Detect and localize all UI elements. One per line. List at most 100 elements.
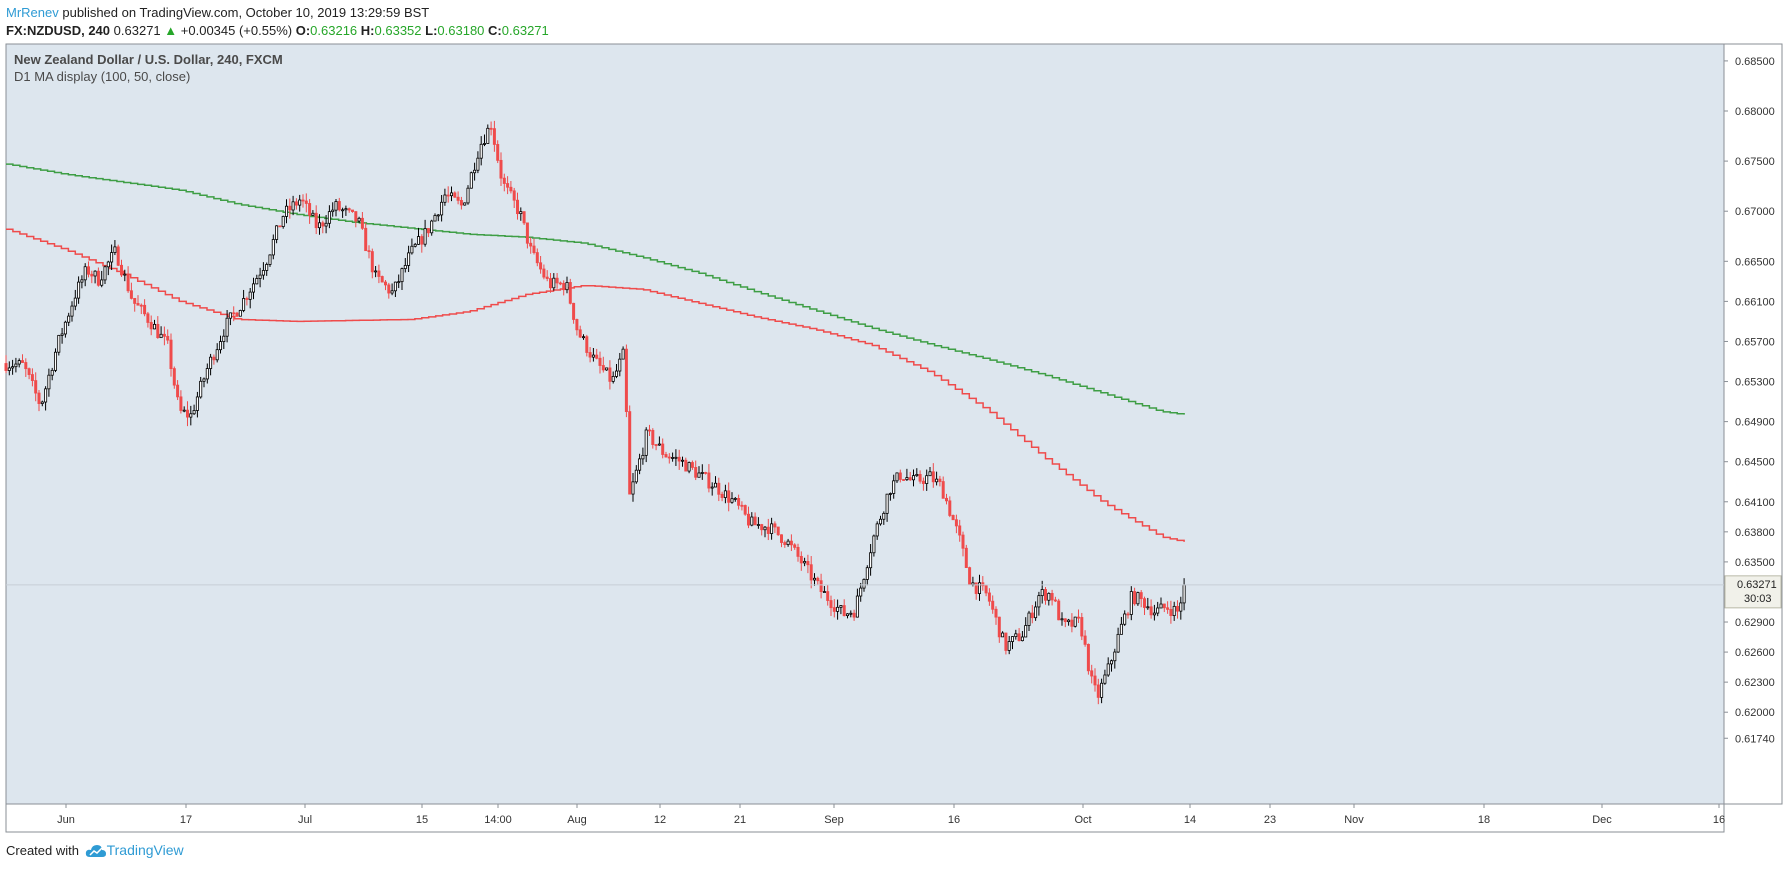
candle-276 bbox=[915, 468, 919, 477]
candle-147 bbox=[489, 121, 493, 136]
candle-70 bbox=[235, 311, 239, 317]
candle-54 bbox=[182, 406, 186, 413]
candle-304 bbox=[1007, 635, 1011, 655]
candle-216 bbox=[717, 477, 721, 502]
candle-143 bbox=[476, 151, 480, 174]
candle-7 bbox=[27, 367, 31, 380]
author-link[interactable]: MrRenev bbox=[6, 5, 59, 20]
candle-15 bbox=[54, 348, 58, 373]
candle-214 bbox=[710, 482, 714, 496]
candle-130 bbox=[433, 213, 437, 222]
candle-331 bbox=[1096, 678, 1100, 705]
candle-301 bbox=[997, 616, 1001, 643]
candle-230 bbox=[763, 525, 767, 538]
candle-347 bbox=[1149, 599, 1153, 619]
candle-298 bbox=[987, 588, 991, 606]
candle-239 bbox=[793, 543, 797, 550]
candle-150 bbox=[499, 152, 503, 187]
candle-30 bbox=[103, 265, 107, 285]
candle-185 bbox=[615, 364, 619, 379]
last-price: 0.63271 bbox=[113, 23, 161, 38]
ma-line-1 bbox=[6, 163, 1185, 415]
candle-81 bbox=[271, 234, 275, 260]
y-tick-label-8: 0.64900 bbox=[1735, 417, 1775, 429]
candle-68 bbox=[228, 312, 232, 326]
candle-50 bbox=[169, 333, 173, 377]
candle-129 bbox=[430, 219, 434, 236]
candle-142 bbox=[473, 162, 477, 181]
y-tick-label-10: 0.64100 bbox=[1735, 497, 1775, 509]
y-tick-label-7: 0.65300 bbox=[1735, 377, 1775, 389]
candle-289 bbox=[958, 519, 962, 542]
candle-233 bbox=[773, 521, 777, 534]
candle-176 bbox=[585, 334, 589, 357]
candle-287 bbox=[951, 514, 955, 521]
candle-191 bbox=[634, 465, 638, 484]
price-axis[interactable] bbox=[1723, 43, 1783, 805]
candle-38 bbox=[129, 282, 133, 300]
candle-207 bbox=[687, 461, 691, 474]
candle-163 bbox=[542, 264, 546, 280]
candle-291 bbox=[964, 544, 968, 569]
plot-area[interactable] bbox=[5, 43, 1725, 805]
candle-265 bbox=[879, 515, 883, 526]
tradingview-brand-link[interactable]: TradingView bbox=[106, 842, 184, 858]
candle-23 bbox=[80, 275, 84, 289]
candle-126 bbox=[420, 234, 424, 253]
candle-294 bbox=[974, 582, 978, 600]
candle-348 bbox=[1152, 604, 1156, 621]
candle-165 bbox=[549, 272, 553, 293]
candle-228 bbox=[756, 517, 760, 529]
time-axis[interactable] bbox=[5, 803, 1725, 833]
candle-124 bbox=[413, 242, 417, 248]
candle-152 bbox=[506, 176, 510, 195]
y-tick-label-4: 0.66500 bbox=[1735, 256, 1775, 268]
price-change: +0.00345 (+0.55%) bbox=[180, 23, 293, 38]
candle-313 bbox=[1037, 591, 1041, 616]
candle-65 bbox=[218, 335, 222, 354]
candle-118 bbox=[393, 281, 397, 298]
candle-283 bbox=[938, 475, 942, 487]
candle-34 bbox=[116, 244, 120, 266]
candle-153 bbox=[509, 181, 513, 194]
candle-75 bbox=[251, 277, 255, 300]
candle-6 bbox=[24, 358, 28, 377]
candle-251 bbox=[832, 599, 836, 618]
open-value: 0.63216 bbox=[310, 23, 358, 38]
x-tick-label-0: Jun bbox=[57, 814, 75, 826]
candle-342 bbox=[1133, 587, 1137, 606]
candle-271 bbox=[898, 469, 902, 483]
candle-84 bbox=[281, 215, 285, 229]
candle-97 bbox=[324, 215, 328, 234]
candle-179 bbox=[595, 348, 599, 360]
low-value: 0.63180 bbox=[437, 23, 485, 38]
moving-averages bbox=[6, 163, 1185, 542]
candle-16 bbox=[57, 334, 61, 356]
y-tick-label-2: 0.67500 bbox=[1735, 156, 1775, 168]
candle-340 bbox=[1126, 611, 1130, 619]
candle-90 bbox=[301, 194, 305, 208]
y-tick-label-3: 0.67000 bbox=[1735, 206, 1775, 218]
candle-63 bbox=[212, 354, 216, 365]
candle-57 bbox=[192, 404, 196, 415]
candle-329 bbox=[1090, 664, 1094, 684]
y-tick-label-6: 0.65700 bbox=[1735, 336, 1775, 348]
candle-250 bbox=[829, 595, 833, 617]
candle-66 bbox=[222, 329, 226, 350]
candle-290 bbox=[961, 531, 965, 557]
y-tick-label-14: 0.62600 bbox=[1735, 647, 1775, 659]
candle-28 bbox=[96, 267, 100, 287]
candle-12 bbox=[44, 386, 48, 411]
up-arrow-icon: ▲ bbox=[164, 23, 178, 38]
candle-94 bbox=[314, 205, 318, 235]
candle-221 bbox=[733, 496, 737, 502]
candle-61 bbox=[205, 363, 209, 384]
candle-202 bbox=[671, 452, 675, 462]
candle-339 bbox=[1123, 610, 1127, 626]
chart-header: MrRenev published on TradingView.com, Oc… bbox=[6, 4, 549, 40]
candle-89 bbox=[298, 194, 302, 212]
candle-246 bbox=[816, 576, 820, 586]
candle-137 bbox=[456, 191, 460, 205]
candle-352 bbox=[1166, 601, 1170, 614]
